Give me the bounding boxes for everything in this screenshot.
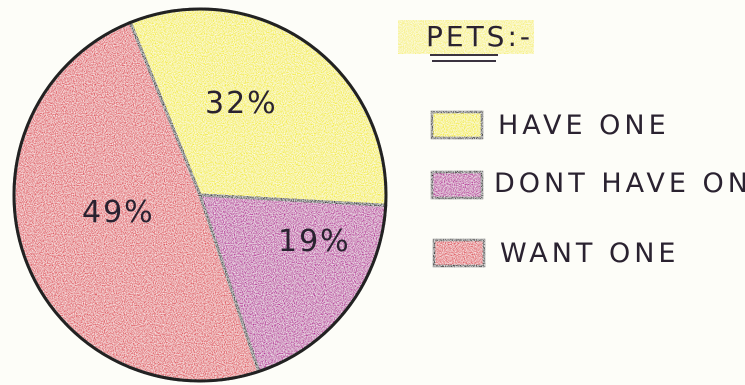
slice-label-have-one: 32% xyxy=(205,86,278,121)
pie-slices xyxy=(12,7,388,383)
legend-item-want-one: WANT ONE xyxy=(432,238,679,269)
legend-label-have-one: HAVE ONE xyxy=(498,110,670,141)
legend-swatch-have-one xyxy=(430,110,484,140)
legend: HAVE ONE DONT HAVE ONE WANT ONE xyxy=(430,110,745,269)
legend-item-have-one: HAVE ONE xyxy=(430,110,670,141)
legend-label-want-one: WANT ONE xyxy=(500,238,679,269)
legend-item-dont-have-one: DONT HAVE ONE xyxy=(430,168,745,200)
legend-swatch-dont-have-one xyxy=(430,170,484,200)
title-highlight xyxy=(398,20,534,54)
slice-label-want-one: 49% xyxy=(82,195,155,230)
chart-title-group: PETS:- xyxy=(398,20,534,62)
legend-swatch-want-one xyxy=(432,238,486,268)
pie-outline xyxy=(12,7,388,383)
slice-label-dont-have-one: 19% xyxy=(278,224,351,259)
chart-title: PETS:- xyxy=(426,20,533,53)
legend-label-dont-have-one: DONT HAVE ONE xyxy=(494,168,745,199)
